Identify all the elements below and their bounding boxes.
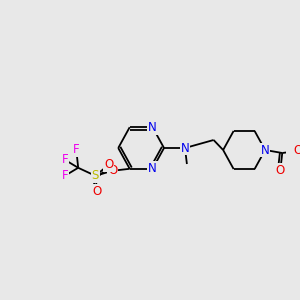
- Text: N: N: [261, 143, 269, 157]
- Text: F: F: [61, 169, 68, 182]
- Text: O: O: [93, 185, 102, 198]
- Text: N: N: [148, 162, 157, 175]
- Text: O: O: [104, 158, 113, 171]
- Text: O: O: [276, 164, 285, 176]
- Text: N: N: [148, 121, 157, 134]
- Text: O: O: [293, 145, 300, 158]
- Text: S: S: [92, 169, 99, 182]
- Text: F: F: [61, 153, 68, 166]
- Text: O: O: [108, 164, 117, 177]
- Text: N: N: [181, 142, 189, 154]
- Text: F: F: [73, 143, 80, 156]
